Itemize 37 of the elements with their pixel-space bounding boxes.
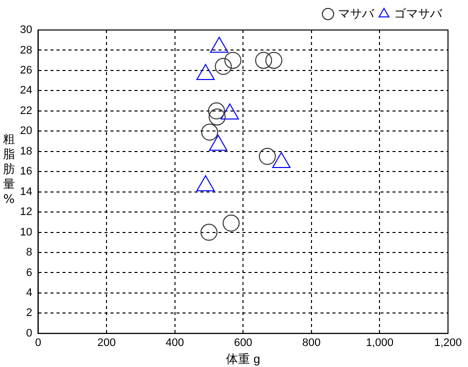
point — [200, 224, 218, 241]
y-tick-label: 8 — [26, 246, 32, 259]
y-tick-label: 2 — [26, 307, 32, 320]
y-tick-label: 28 — [20, 44, 32, 56]
y-tick-label: 10 — [20, 226, 32, 238]
legend-label: マサバ — [338, 6, 375, 20]
y-tick-label: 18 — [20, 145, 32, 158]
y-tick-label: 6 — [26, 266, 32, 279]
point — [265, 52, 282, 69]
x-tick-label: 1,000 — [366, 337, 394, 350]
x-tick-label: 1,200 — [434, 337, 462, 350]
legend-label: ゴマサバ — [394, 6, 443, 20]
point — [224, 52, 242, 69]
y-tick-label: 24 — [20, 84, 32, 97]
x-tick-label: 400 — [166, 337, 184, 350]
y-tick-label: 12 — [20, 206, 32, 218]
point — [214, 58, 232, 75]
y-tick-label: 22 — [20, 104, 32, 117]
point — [222, 214, 240, 232]
point — [208, 102, 225, 120]
point — [201, 124, 218, 141]
x-tick-label: 0 — [35, 337, 42, 350]
x-tick-label: 600 — [234, 337, 252, 350]
point — [255, 52, 272, 69]
point — [208, 108, 226, 126]
x-axis-title: 体重 g — [226, 352, 260, 366]
x-tick-label: 200 — [97, 337, 116, 350]
y-tick-label: 30 — [20, 24, 32, 36]
y-tick-label: 0 — [26, 327, 32, 340]
y-axis-title: 粗脂肪量% — [2, 132, 16, 207]
y-tick-label: 20 — [20, 125, 32, 138]
y-tick-label: 26 — [20, 64, 32, 76]
y-tick-label: 14 — [20, 186, 32, 198]
y-tick-label: 16 — [20, 166, 32, 178]
point — [258, 148, 276, 165]
y-tick-label: 4 — [26, 286, 32, 299]
x-tick-label: 800 — [302, 337, 321, 350]
